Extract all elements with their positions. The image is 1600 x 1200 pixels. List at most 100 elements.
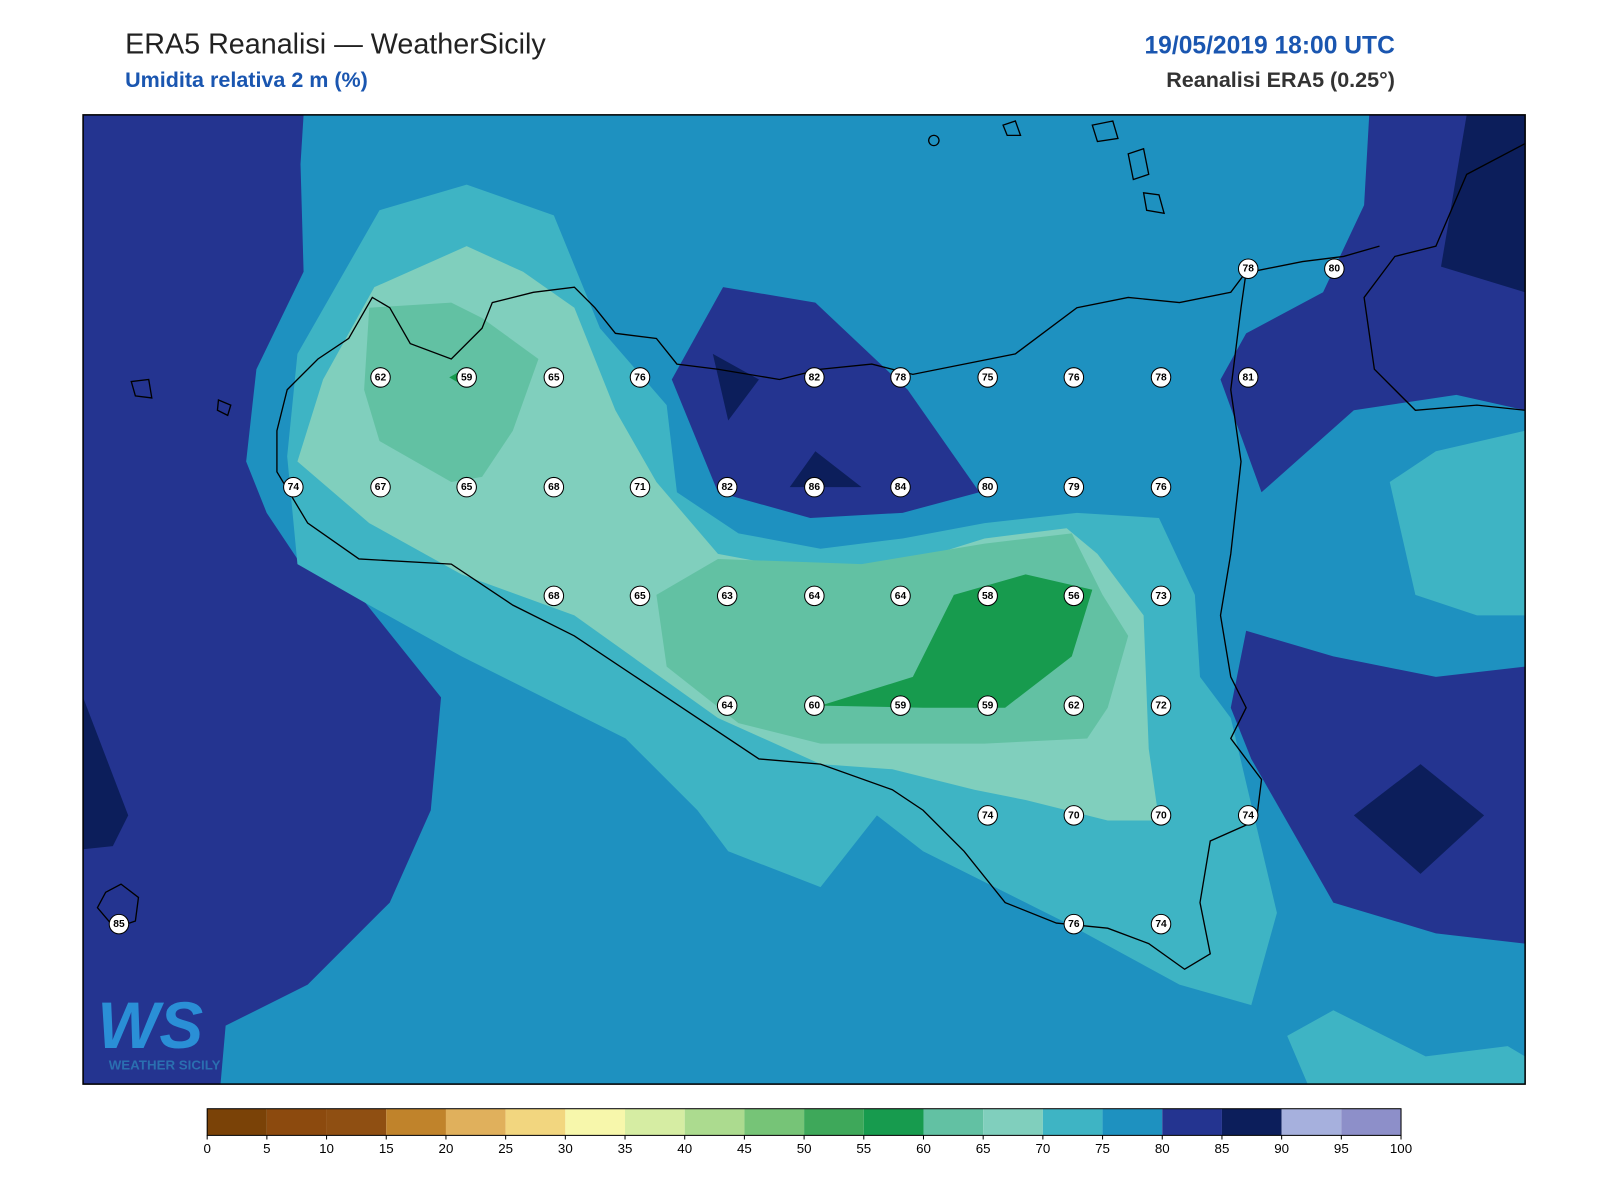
colorbar: 0 5 10 15 20 25 30 35 40 45 50 55 60 65 70 75 80 85 90 95 10… [203,1108,1412,1156]
station: 71 [629,476,651,498]
station-marker [1150,695,1172,716]
station-value: 67 [375,482,387,493]
logo-text: WEATHER SICILY [109,1058,221,1073]
colorbar-swatch [565,1108,626,1136]
station-value: 59 [461,372,473,383]
station-marker [543,367,565,388]
station-value: 64 [809,591,821,602]
colorbar-swatch [1221,1108,1282,1136]
station-value: 70 [1155,810,1167,821]
station: 76 [1150,476,1172,498]
station-value: 62 [1068,701,1080,712]
station-value: 60 [809,701,821,712]
station: 65 [543,367,565,388]
station-marker [1324,258,1345,279]
subtitle: Umidita relativa 2 m (%) [125,68,368,92]
sicily-coast [276,271,1263,971]
station-marker [890,476,911,498]
station-value: 71 [634,482,646,493]
station-marker [543,585,565,607]
station-value: 76 [1068,372,1080,383]
coastline [96,120,1526,971]
colorbar-swatch [1162,1108,1222,1136]
station-value: 78 [1155,372,1167,383]
station: 75 [977,367,998,388]
station-value: 74 [1155,919,1167,930]
station-marker [1150,585,1172,607]
station: 86 [804,476,825,498]
station-value: 84 [895,482,907,493]
contour-85-90 [83,697,129,850]
station: 60 [804,695,825,716]
station-marker [1150,805,1172,826]
station: 68 [543,585,565,607]
contour-55-60 [449,369,1093,708]
colorbar-tick-label: 55 [856,1141,871,1156]
station-marker [629,585,651,607]
station: 62 [1063,695,1085,716]
station: 70 [1063,805,1085,826]
contour-60-65 [364,302,539,483]
colorbar-tick-label: 40 [677,1141,692,1156]
station-value: 78 [895,372,907,383]
station: 74 [283,476,304,498]
station-value: 70 [1068,810,1080,821]
station-marker [977,585,998,607]
station: 59 [456,367,477,388]
colorbar-tick-label: 45 [737,1141,752,1156]
station-marker [1150,367,1172,388]
station: 68 [543,476,565,498]
station-value: 78 [1243,264,1255,275]
contour-80-85 [671,287,980,518]
logo-mark: WS [97,989,203,1062]
station: 79 [1063,476,1085,498]
station-marker [1150,476,1172,498]
stations: 78 80 62 59 65 76 82 78 75 76 78 81 74 67 65 68 71 82 86 84… [108,258,1345,935]
colorbar-tick-label: 70 [1035,1141,1050,1156]
colorbar-swatch [1102,1108,1163,1136]
station-value: 76 [1068,919,1080,930]
contour-85-90 [1441,114,1526,293]
colorbar-tick-label: 95 [1334,1141,1349,1156]
station: 74 [1237,805,1259,826]
station: 64 [716,695,738,716]
station-value: 76 [1155,482,1167,493]
station-value: 65 [461,482,473,493]
colorbar-tick-label: 30 [558,1141,573,1156]
station-value: 64 [721,701,733,712]
colorbar-tick-label: 65 [976,1141,991,1156]
station-marker [1063,913,1085,935]
calabria-coast [1251,142,1526,411]
colorbar-swatch [923,1108,984,1136]
station-value: 81 [1243,372,1255,383]
station: 74 [1150,913,1172,935]
station: 58 [977,585,998,607]
colorbar-tick-label: 75 [1095,1141,1110,1156]
contour-80-85 [1220,114,1526,493]
station-marker [716,695,738,716]
islands [96,378,232,929]
colorbar-swatch [863,1108,924,1136]
station-marker [716,476,738,498]
station: 64 [890,585,911,607]
colorbar-swatch [1341,1108,1402,1136]
station-value: 72 [1155,701,1167,712]
station-value: 76 [634,372,646,383]
station-marker [543,476,565,498]
station-marker [629,367,651,388]
station-value: 82 [809,372,821,383]
station-marker [1150,913,1172,935]
station: 76 [1063,913,1085,935]
station-marker [370,476,391,498]
colorbar-tick-label: 15 [379,1141,394,1156]
colorbar-tick-label: 50 [797,1141,812,1156]
colorbar-swatch [983,1108,1043,1136]
colorbar-swatch [1281,1108,1342,1136]
colorbar-tick-label: 20 [439,1141,454,1156]
station: 82 [804,367,825,388]
aeolian-islands [928,120,1166,215]
station: 82 [716,476,738,498]
station-marker [977,695,998,716]
station-marker [977,367,998,388]
